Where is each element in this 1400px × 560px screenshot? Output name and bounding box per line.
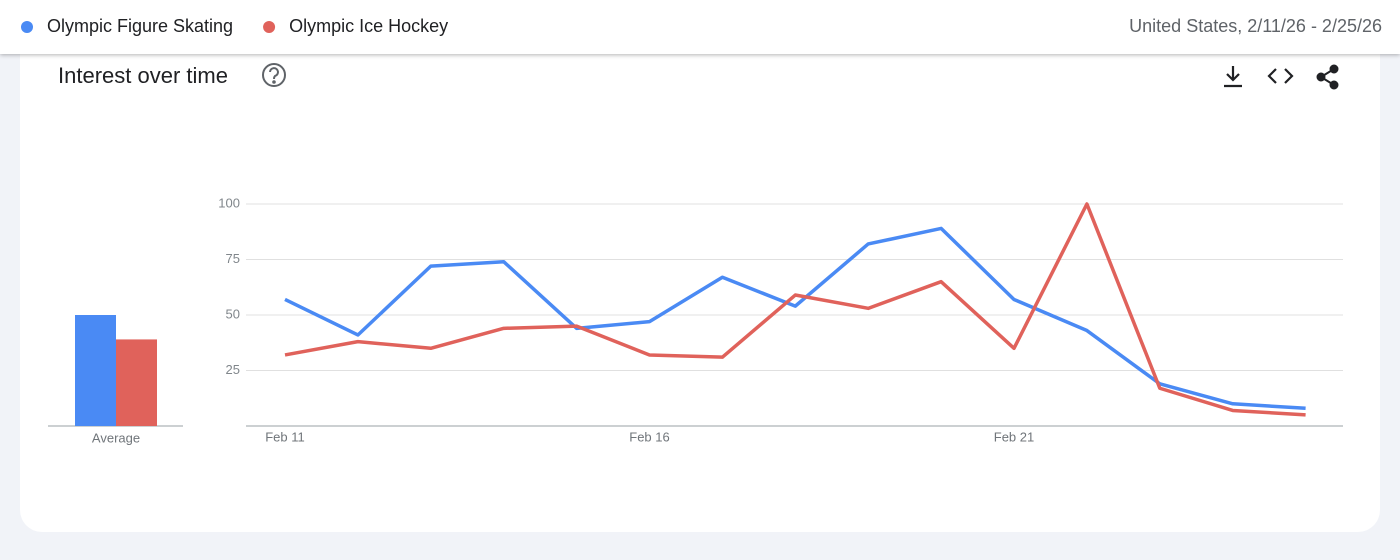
chart-title: Interest over time [58, 63, 228, 88]
y-tick-label: 100 [218, 195, 240, 210]
help-icon[interactable] [262, 63, 286, 87]
series-line [284, 226, 1306, 410]
legend-dot [21, 21, 33, 33]
x-tick-label: Feb 21 [994, 429, 1034, 444]
card [20, 30, 1380, 532]
location-range: United States, 2/11/26 - 2/25/26 [1129, 16, 1382, 36]
header-bar [0, 0, 1400, 54]
average-bar [116, 339, 157, 426]
y-tick-label: 50 [226, 306, 240, 321]
average-bar [75, 315, 116, 426]
y-tick-label: 75 [226, 251, 240, 266]
embed-icon[interactable] [1267, 68, 1294, 84]
download-icon[interactable] [1224, 66, 1242, 88]
average-label: Average [92, 430, 140, 445]
series-line [284, 202, 1306, 417]
legend-label: Olympic Ice Hockey [289, 16, 448, 36]
x-tick-label: Feb 16 [629, 429, 669, 444]
x-tick-label: Feb 11 [265, 429, 305, 444]
y-tick-label: 25 [226, 362, 240, 377]
legend-dot [263, 21, 276, 33]
legend-label: Olympic Figure Skating [47, 16, 233, 36]
share-icon[interactable] [1316, 64, 1339, 90]
